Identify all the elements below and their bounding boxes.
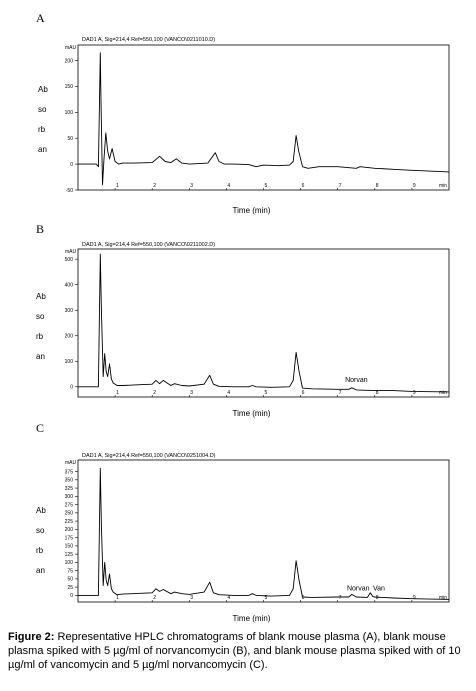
peak-annotation-norvan: Norvan	[347, 585, 370, 592]
x-tick-label: 7	[339, 595, 342, 601]
panel-label-a: A	[36, 11, 45, 25]
caption-text: Representative HPLC chromatograms of bla…	[8, 631, 461, 671]
y-axis-label-part: rb	[38, 125, 46, 134]
y-tick-label: 225	[65, 519, 74, 525]
y-tick-label: 50	[67, 577, 73, 583]
x-unit-label-c: min	[439, 595, 447, 601]
chromatogram-trace-b	[78, 253, 450, 393]
plot-frame-b	[77, 248, 450, 398]
x-tick-label: 5	[265, 595, 268, 601]
x-tick-label: 8	[376, 390, 379, 396]
y-tick-label: 0	[70, 162, 73, 168]
y-tick-label: 275	[65, 502, 74, 508]
x-tick-label: 6	[302, 595, 305, 601]
x-tick-label: 6	[302, 183, 305, 189]
y-axis-label-part: Ab	[36, 292, 46, 301]
y-tick-label: 75	[67, 568, 73, 574]
x-tick-label: 8	[376, 595, 379, 601]
chart-header-b: DAD1 A, Sig=214,4 Ref=550,100 (VANCO\021…	[82, 242, 215, 248]
x-tick-label: 4	[227, 183, 230, 189]
y-axis-label-part: rb	[36, 546, 44, 555]
y-tick-label: 125	[65, 552, 74, 558]
y-axis-label-part: an	[36, 352, 45, 361]
panel-label-b: B	[36, 222, 44, 236]
chromatogram-trace-a	[78, 52, 450, 186]
plot-frame-c	[77, 459, 450, 603]
x-tick-label: 1	[116, 390, 119, 396]
x-tick-label: 3	[190, 390, 193, 396]
chart-panel-a: A DAD1 A, Sig=214,4 Ref=550,100 (VANCO\02…	[36, 11, 450, 215]
caption-label: Figure 2:	[8, 631, 55, 643]
y-unit-label-b: mAU	[65, 249, 77, 255]
y-tick-label: 200	[65, 334, 74, 340]
x-tick-label: 2	[153, 390, 156, 396]
x-tick-label: 2	[153, 595, 156, 601]
y-tick-label: 400	[65, 283, 74, 289]
x-tick-label: 1	[116, 183, 119, 189]
y-axis-label-part: so	[36, 312, 45, 321]
y-tick-label: -50	[66, 188, 73, 194]
x-tick-label: 9	[413, 183, 416, 189]
y-axis-label-part: Ab	[36, 506, 46, 515]
y-axis-label-part: so	[36, 526, 45, 535]
y-tick-label: 100	[65, 560, 74, 566]
x-unit-label-a: min	[439, 183, 447, 189]
y-tick-label: 50	[67, 136, 73, 142]
y-tick-label: 150	[65, 84, 74, 90]
x-tick-label: 6	[302, 390, 305, 396]
x-tick-label: 8	[376, 183, 379, 189]
y-tick-label: 350	[65, 478, 74, 484]
figure-caption: Figure 2: Representative HPLC chromatogr…	[8, 630, 468, 672]
x-tick-label: 9	[413, 595, 416, 601]
chart-panel-b: B DAD1 A, Sig=214,4 Ref=550,100 (VANCO\02…	[36, 222, 450, 418]
peak-annotation-van: Van	[373, 585, 385, 592]
chart-header-c: DAD1 A, Sig=214,4 Ref=550,100 (VANCO\025…	[82, 453, 216, 459]
y-axis-label-part: an	[38, 145, 47, 154]
x-axis-label-a: Time (min)	[233, 206, 271, 215]
x-tick-label: 7	[339, 390, 342, 396]
x-axis-label-c: Time (min)	[233, 614, 271, 623]
y-axis-label-part: so	[38, 105, 47, 114]
y-unit-label-a: mAU	[65, 45, 77, 51]
x-tick-label: 5	[265, 183, 268, 189]
y-unit-label-c: mAU	[65, 460, 77, 466]
y-axis-label-part: rb	[36, 332, 44, 341]
peak-annotation-norvan: Norvan	[345, 377, 368, 384]
x-tick-label: 9	[413, 390, 416, 396]
y-tick-label: 100	[65, 359, 74, 365]
y-tick-label: 0	[70, 593, 73, 599]
y-tick-label: 200	[65, 58, 74, 64]
y-tick-label: 100	[65, 110, 74, 116]
x-tick-label: 4	[227, 595, 230, 601]
x-tick-label: 2	[153, 183, 156, 189]
chromatogram-trace-c	[78, 467, 450, 600]
chart-panel-c: C DAD1 A, Sig=214,4 Ref=550,100 (VANCO\02…	[36, 421, 450, 623]
panel-label-c: C	[36, 421, 44, 435]
y-tick-label: 200	[65, 527, 74, 533]
x-tick-label: 1	[116, 595, 119, 601]
y-tick-label: 175	[65, 535, 74, 541]
x-tick-label: 3	[190, 595, 193, 601]
y-tick-label: 250	[65, 511, 74, 517]
plot-frame-a	[77, 44, 450, 191]
y-tick-label: 25	[67, 585, 73, 591]
x-unit-label-b: min	[439, 390, 447, 396]
y-tick-label: 300	[65, 308, 74, 314]
x-tick-label: 4	[227, 390, 230, 396]
y-tick-label: 0	[70, 385, 73, 391]
y-tick-label: 500	[65, 257, 74, 263]
x-axis-label-b: Time (min)	[233, 409, 271, 418]
y-tick-label: 300	[65, 494, 74, 500]
chart-header-a: DAD1 A, Sig=214,4 Ref=550,100 (VANCO\021…	[82, 37, 215, 43]
x-tick-label: 3	[190, 183, 193, 189]
y-axis-label-part: Ab	[38, 85, 48, 94]
y-axis-label-part: an	[36, 566, 45, 575]
x-tick-label: 5	[265, 390, 268, 396]
y-tick-label: 150	[65, 544, 74, 550]
y-tick-label: 325	[65, 486, 74, 492]
y-tick-label: 375	[65, 469, 74, 475]
x-tick-label: 7	[339, 183, 342, 189]
